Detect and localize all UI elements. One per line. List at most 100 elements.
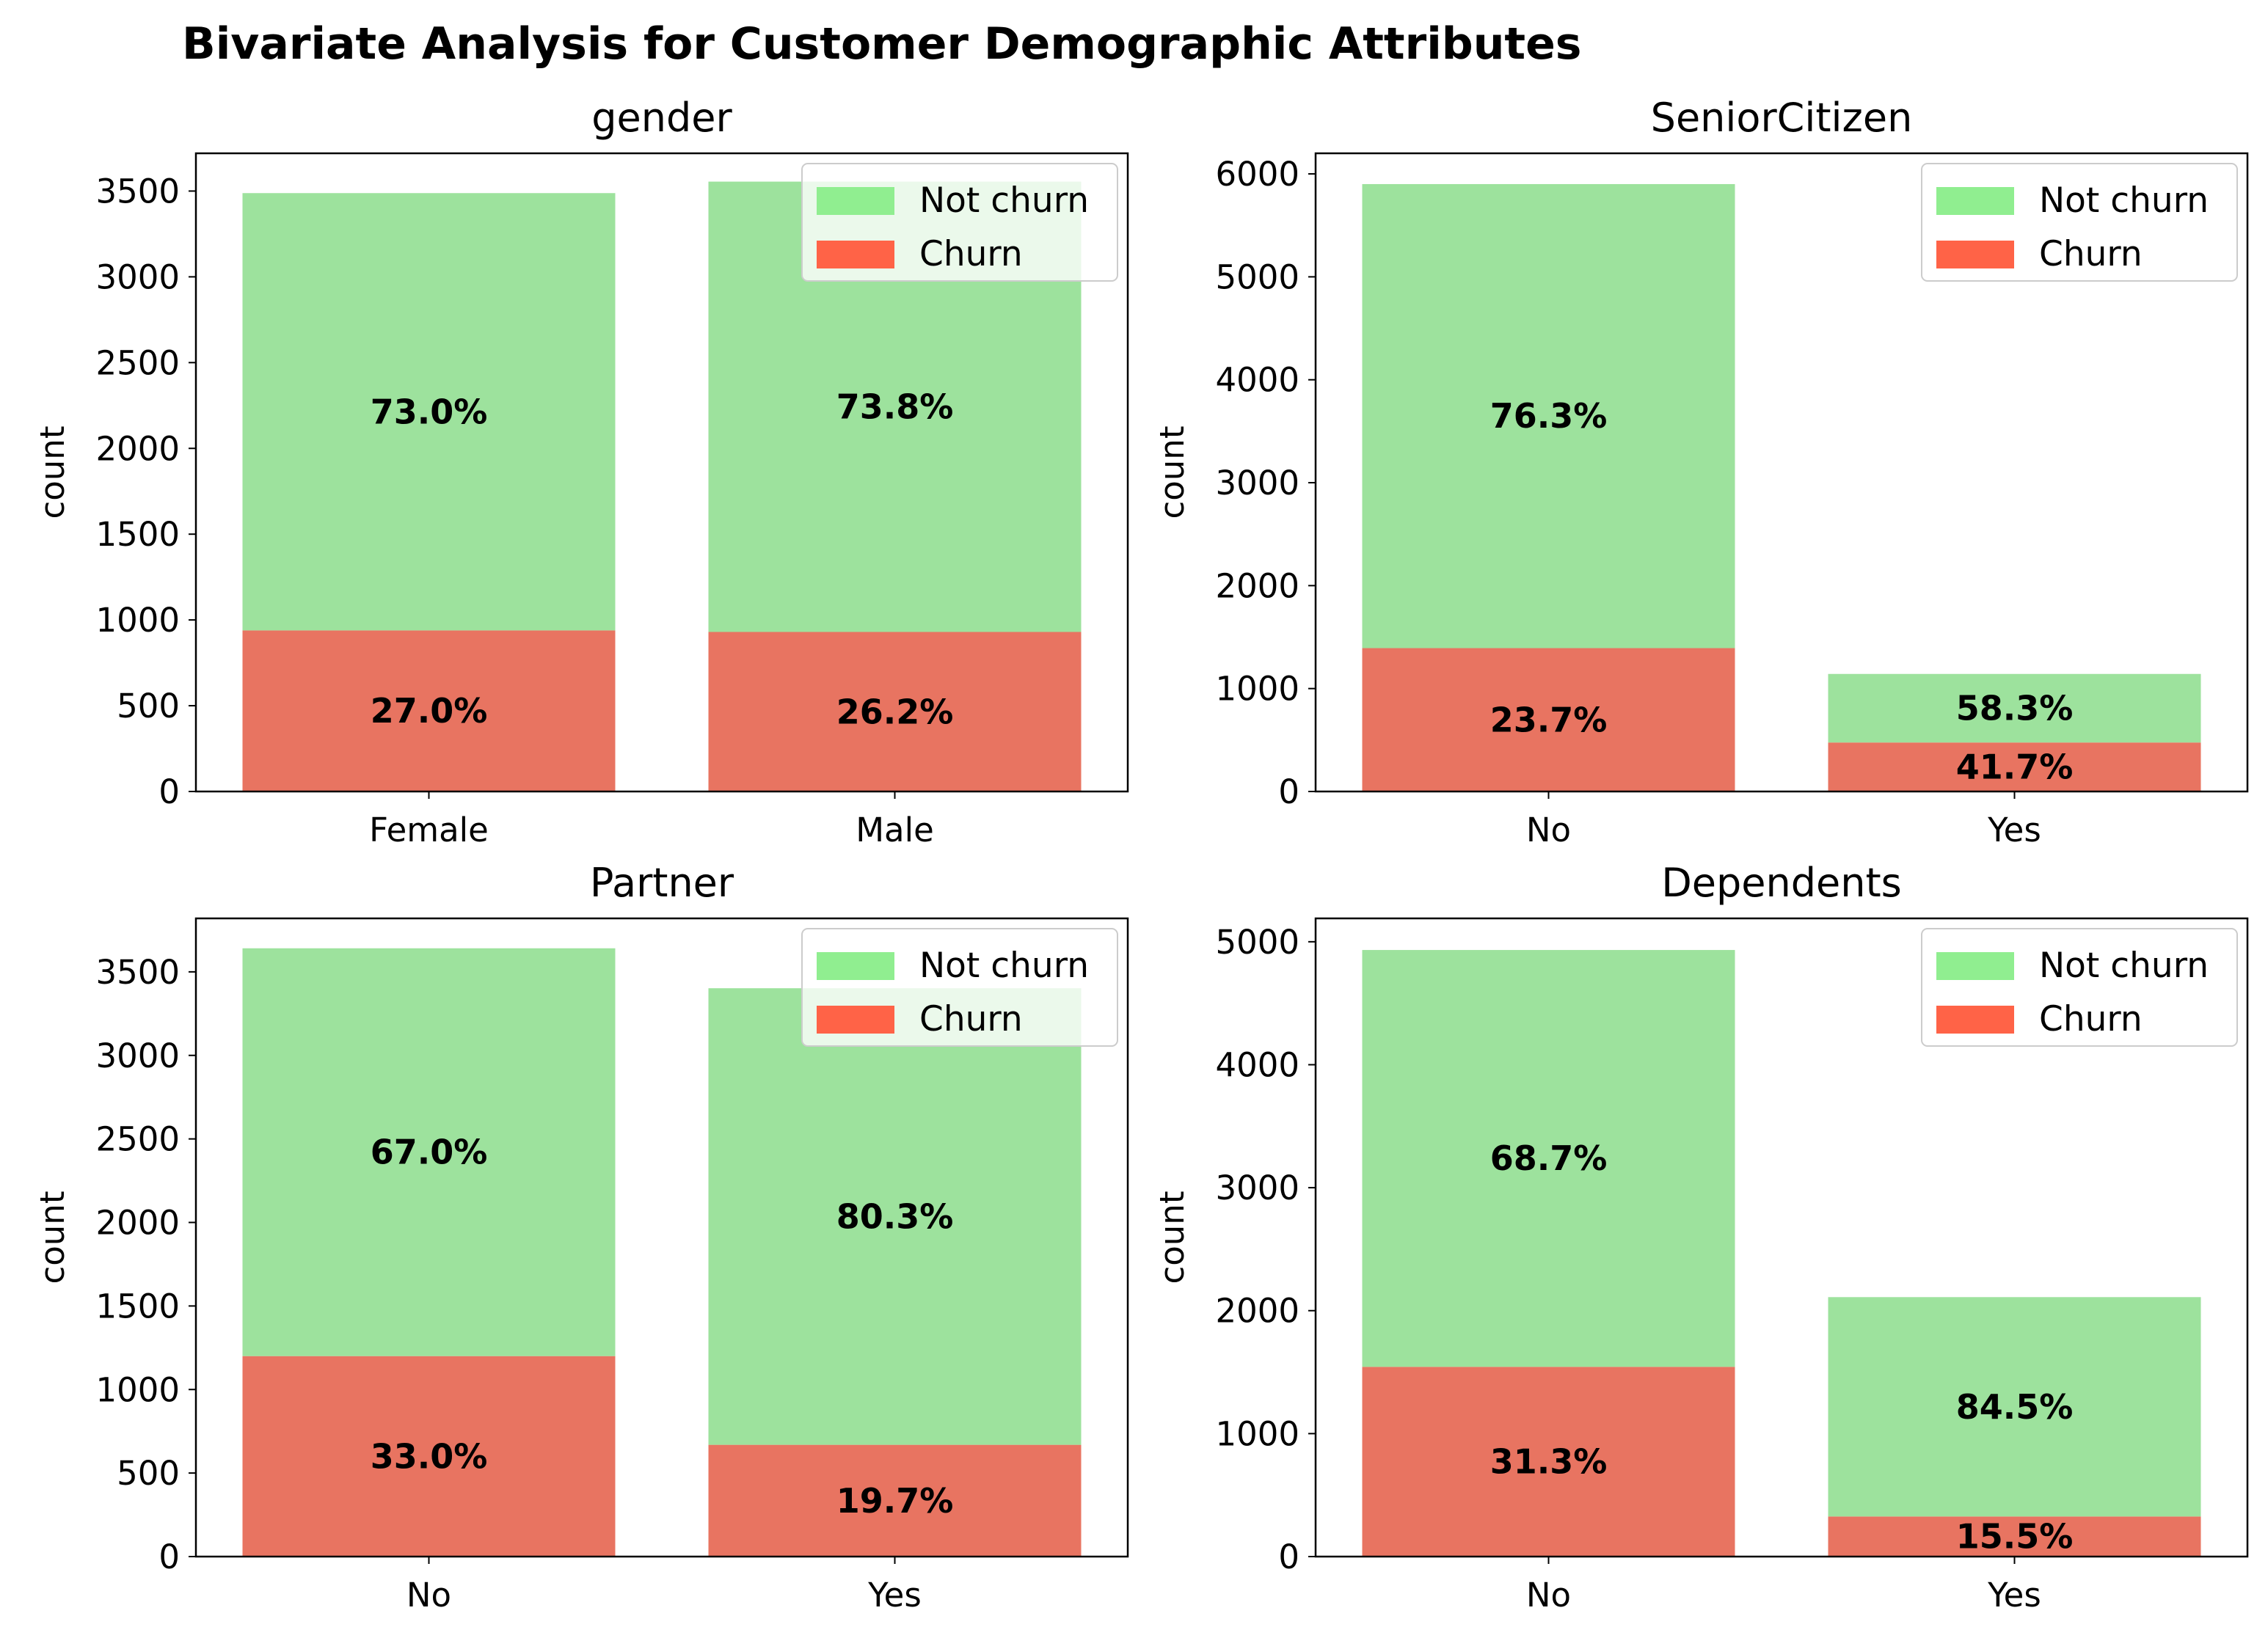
data-label-churn-no: 23.7% <box>1490 700 1608 739</box>
data-label-not-churn-yes: 58.3% <box>1956 688 2074 728</box>
data-label-not-churn-no: 67.0% <box>371 1133 488 1172</box>
x-tick-label: Female <box>369 811 489 849</box>
bar-not-churn-yes <box>1828 1297 2201 1517</box>
data-label-churn-no: 31.3% <box>1490 1442 1608 1482</box>
data-label-not-churn-male: 73.8% <box>836 387 954 427</box>
y-axis-label: count <box>33 426 72 519</box>
y-tick-label: 1000 <box>1215 670 1299 709</box>
y-tick-label: 3000 <box>1215 464 1299 502</box>
y-tick-label: 2500 <box>95 343 180 382</box>
legend-gender: Not churn Churn <box>801 163 1118 282</box>
legend-label-not-churn: Not churn <box>919 180 1089 221</box>
y-tick-label: 1000 <box>95 601 180 640</box>
y-tick-label: 500 <box>117 1454 180 1493</box>
y-tick-label: 0 <box>158 772 180 811</box>
x-tick-label: No <box>1526 811 1571 849</box>
legend-partner: Not churn Churn <box>801 928 1118 1047</box>
y-tick-label: 3000 <box>95 1036 180 1075</box>
bar-churn-no <box>1362 1367 1735 1557</box>
subplot-title-dependents: Dependents <box>1661 860 1902 906</box>
y-tick-label: 2000 <box>1215 1292 1299 1331</box>
bar-not-churn-no <box>1362 950 1735 1367</box>
bar-not-churn-yes <box>1828 673 2201 743</box>
data-label-churn-yes: 15.5% <box>1956 1517 2074 1557</box>
y-tick-label: 6000 <box>1215 155 1299 194</box>
legend-label-churn: Churn <box>2039 234 2143 274</box>
legend-dependents: Not churn Churn <box>1921 928 2238 1047</box>
data-label-not-churn-female: 73.0% <box>371 392 488 431</box>
legend-label-not-churn: Not churn <box>919 946 1089 986</box>
legend-swatch-churn <box>1936 1006 2014 1034</box>
x-tick-label: Yes <box>1987 1576 2041 1615</box>
axes-frame <box>194 152 1129 793</box>
subplot-title-partner: Partner <box>590 860 734 906</box>
bar-churn-yes <box>1828 742 2201 791</box>
subplot-gender: gender 27.0% 73.0% Female 26.2% 73.8% Male 0 500… <box>33 95 1129 849</box>
bar-not-churn-yes <box>708 988 1082 1445</box>
bar-churn-male <box>708 632 1082 791</box>
data-label-churn-yes: 41.7% <box>1956 747 2074 787</box>
y-tick-label: 1500 <box>95 1287 180 1326</box>
bar-not-churn-female <box>242 193 616 631</box>
legend-swatch-not-churn <box>817 952 894 980</box>
figure-title: Bivariate Analysis for Customer Demograp… <box>182 18 1582 70</box>
bar-churn-no <box>1362 648 1735 791</box>
y-tick-label: 4000 <box>1215 1045 1299 1084</box>
subplot-grid: gender 27.0% 73.0% Female 26.2% 73.8% Male 0 500… <box>33 95 2249 1615</box>
y-tick-label: 0 <box>158 1538 180 1576</box>
legend-label-not-churn: Not churn <box>2039 946 2209 986</box>
subplot-partner: Partner 33.0% 67.0% No 19.7% 80.3% Yes 0 500 1000… <box>33 860 1129 1615</box>
x-tick-label: Yes <box>1987 811 2041 849</box>
bar-churn-yes <box>1828 1516 2201 1557</box>
legend-label-churn: Churn <box>919 234 1023 274</box>
bar-churn-yes <box>708 1444 1082 1557</box>
legend-label-churn: Churn <box>919 999 1023 1039</box>
legend-seniorcitizen: Not churn Churn <box>1921 163 2238 282</box>
y-tick-label: 2000 <box>95 429 180 468</box>
y-tick-label: 2500 <box>95 1120 180 1159</box>
bar-not-churn-no <box>1362 183 1735 648</box>
legend-swatch-churn <box>1936 241 2014 268</box>
axes-frame <box>194 917 1129 1558</box>
bar-churn-female <box>242 630 616 791</box>
y-tick-label: 5000 <box>1215 923 1299 962</box>
y-tick-label: 2000 <box>95 1204 180 1243</box>
legend-swatch-not-churn <box>1936 952 2014 980</box>
subplot-dependents: Dependents 31.3% 68.7% No 15.5% 84.5% Yes 0 1000… <box>1153 860 2249 1615</box>
y-tick-label: 1000 <box>1215 1414 1299 1453</box>
data-label-churn-female: 27.0% <box>371 691 488 731</box>
x-tick-label: Yes <box>867 1576 922 1615</box>
data-label-not-churn-no: 76.3% <box>1490 396 1608 436</box>
subplot-title-gender: gender <box>591 95 732 141</box>
bar-not-churn-no <box>242 948 616 1356</box>
x-tick-label: No <box>406 1576 451 1615</box>
subplot-seniorcitizen: SeniorCitizen 23.7% 76.3% No 41.7% 58.3% Yes 0 1… <box>1153 95 2249 849</box>
legend-swatch-churn <box>817 241 894 268</box>
data-label-churn-yes: 19.7% <box>836 1481 954 1521</box>
y-tick-label: 3500 <box>95 172 180 211</box>
y-tick-label: 0 <box>1278 772 1299 811</box>
legend-label-churn: Churn <box>2039 999 2143 1039</box>
data-label-churn-no: 33.0% <box>371 1436 488 1476</box>
y-tick-label: 3000 <box>1215 1169 1299 1207</box>
y-tick-label: 4000 <box>1215 361 1299 400</box>
y-tick-label: 2000 <box>1215 566 1299 605</box>
bar-churn-no <box>242 1356 616 1557</box>
y-axis-label: count <box>1153 426 1192 519</box>
axes-frame <box>1314 917 2249 1558</box>
legend-swatch-churn <box>817 1006 894 1034</box>
data-label-not-churn-yes: 80.3% <box>836 1196 954 1236</box>
y-tick-label: 3000 <box>95 257 180 296</box>
y-tick-label: 5000 <box>1215 257 1299 296</box>
y-tick-label: 0 <box>1278 1538 1299 1576</box>
legend-label-not-churn: Not churn <box>2039 180 2209 221</box>
y-tick-label: 500 <box>117 687 180 725</box>
y-tick-label: 1500 <box>95 515 180 554</box>
y-tick-label: 1000 <box>95 1370 180 1409</box>
subplot-title-seniorcitizen: SeniorCitizen <box>1651 95 1913 141</box>
y-axis-label: count <box>33 1191 72 1284</box>
data-label-churn-male: 26.2% <box>836 692 954 731</box>
axes-frame <box>1314 152 2249 793</box>
y-tick-label: 3500 <box>95 953 180 992</box>
